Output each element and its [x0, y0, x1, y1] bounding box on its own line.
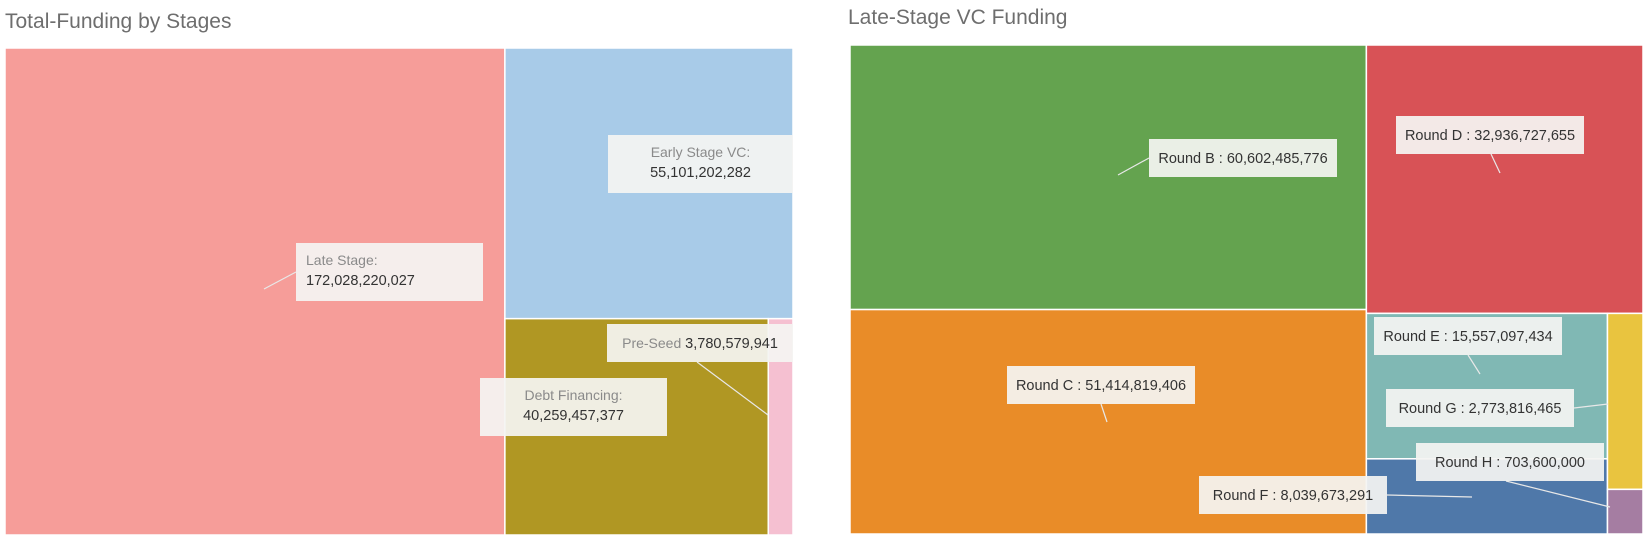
- label-round-d: Round D : 32,936,727,655: [1405, 128, 1575, 144]
- treemap-tile-round-b: [849, 44, 1368, 311]
- label-box-round-b: [1149, 139, 1337, 177]
- label-name-late-stage: Late Stage:: [306, 252, 378, 268]
- chart-title-total-funding: Total-Funding by Stages: [5, 10, 232, 33]
- label-round-f: Round F : 8,039,673,291: [1213, 488, 1373, 504]
- label-box-debt-financing: [480, 378, 667, 436]
- label-round-e: Round E : 15,557,097,434: [1383, 329, 1552, 345]
- label-name-early-stage-vc: Early Stage VC:: [651, 144, 751, 160]
- label-box-round-h: [1416, 443, 1604, 481]
- label-value-debt-financing: 40,259,457,377: [523, 408, 624, 424]
- leader-line-round-b: [1117, 157, 1150, 176]
- label-name-debt-financing: Debt Financing:: [524, 387, 622, 403]
- label-value-late-stage: 172,028,220,027: [306, 273, 415, 289]
- leader-line-late-stage: [263, 271, 297, 290]
- treemap-tile-round-d: [1365, 44, 1644, 315]
- label-pre-seed: Pre-Seed 3,780,579,941: [622, 335, 778, 352]
- label-round-b: Round B : 60,602,485,776: [1158, 151, 1327, 167]
- leader-line-round-h: [1505, 480, 1611, 508]
- leader-line-pre-seed: [696, 361, 769, 416]
- label-box-round-e: [1374, 317, 1562, 355]
- label-round-h: Round H : 703,600,000: [1435, 455, 1585, 471]
- label-round-g: Round G : 2,773,816,465: [1399, 401, 1562, 417]
- leader-line-round-f: [1386, 494, 1473, 498]
- label-round-c: Round C : 51,414,819,406: [1016, 378, 1186, 394]
- leader-line-round-g: [1573, 403, 1609, 409]
- leader-line-round-e: [1467, 354, 1481, 375]
- label-box-pre-seed: [607, 324, 793, 362]
- label-box-round-d: [1396, 116, 1584, 154]
- leader-line-round-d: [1490, 153, 1501, 174]
- chart-title-late-stage: Late-Stage VC Funding: [848, 6, 1068, 29]
- label-box-round-f: [1199, 476, 1387, 514]
- label-box-round-c: [1007, 366, 1195, 404]
- label-box-late-stage: [296, 243, 483, 301]
- label-box-early-stage-vc: [608, 135, 793, 193]
- leader-line-round-c: [1100, 403, 1108, 423]
- label-value-early-stage-vc: 55,101,202,282: [650, 165, 751, 181]
- label-box-round-g: [1386, 389, 1574, 427]
- treemap-tile-round-g: [1606, 312, 1644, 491]
- treemap-tile-round-h: [1606, 488, 1644, 535]
